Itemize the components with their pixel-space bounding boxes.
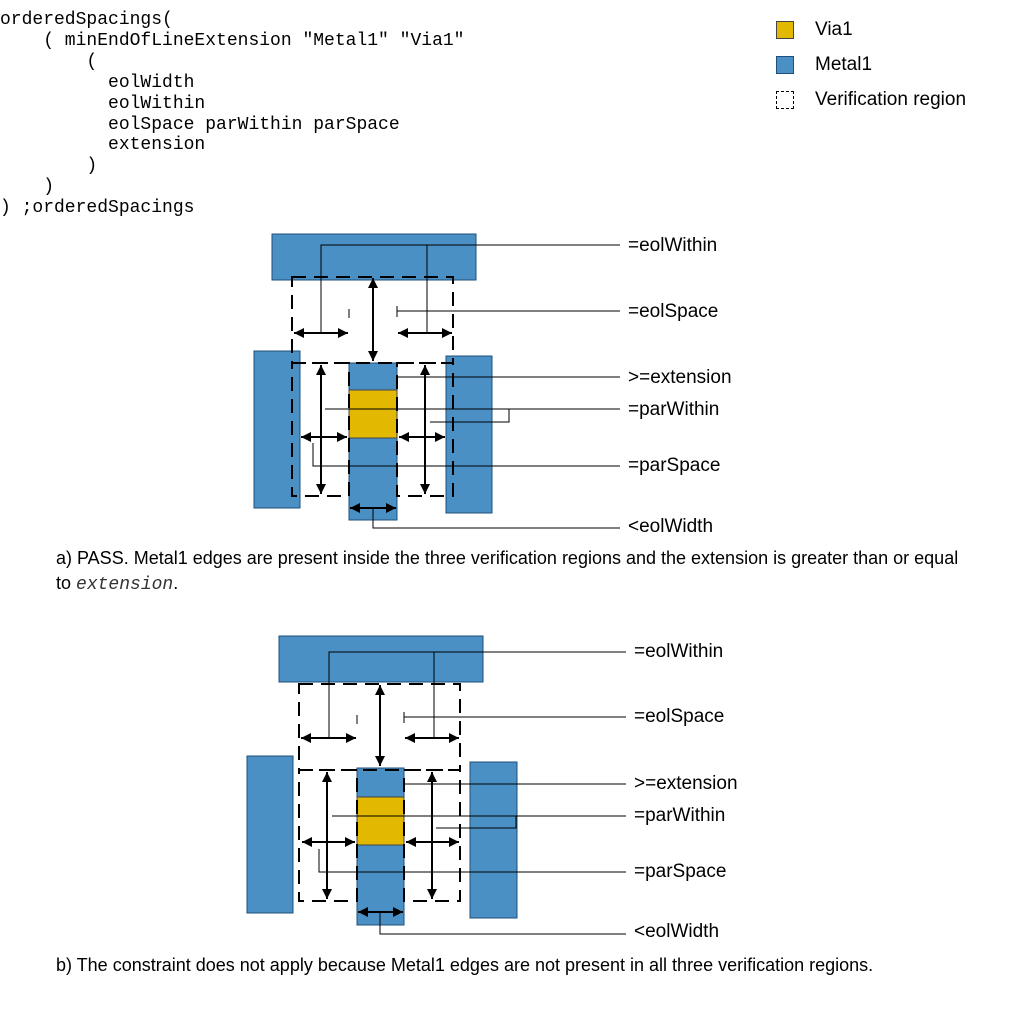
code-line: ) ;orderedSpacings [0,198,195,219]
caption-b-text: b) The constraint does not apply because… [56,955,874,975]
code-line: eolSpace parWithin parSpace [0,114,400,135]
code-line: extension [0,135,206,156]
legend-label: Via1 [815,18,853,40]
metal1-swatch [776,55,794,74]
eolwidth-leader [372,508,620,529]
parspace-label: =parSpace [634,861,726,882]
legend-item-verification-region: Verification region [776,82,966,117]
eolwithin-leader [328,651,626,738]
code-line: eolWidth [0,72,195,93]
metal-top-bar [271,233,477,281]
code-line: ) [0,177,55,198]
extension-label: >=extension [634,773,738,794]
parwithin-label: =parWithin [634,805,725,826]
code-block: orderedSpacings( ( minEndOfLineExtension… [0,10,464,219]
eolwithin-label: =eolWithin [634,641,723,662]
verification-region-swatch [776,90,794,109]
verification-region-right [396,362,454,497]
extension-label: >=extension [628,367,732,388]
via1-swatch [776,20,794,39]
metal-right-bar [469,761,518,919]
verification-region-left [291,362,350,497]
code-line: ) [0,156,98,177]
verification-region-left [298,769,358,902]
eolspace-label: =eolSpace [628,301,718,322]
caption-a-code: extension [76,575,174,595]
parwithin-label: =parWithin [628,399,719,420]
parwithin-right-bracket [430,409,510,423]
metal-left-bar [246,755,294,914]
parwithin-right-bracket [436,816,517,829]
parspace-leader [318,849,626,873]
metal-left-bar [253,350,301,509]
diagram-a: =eolWithin =eolSpace >=extension =parWit… [253,233,732,537]
legend: Via1 Metal1 Verification region [776,12,966,117]
eolwidth-leader [379,912,626,935]
via1-square [348,389,398,439]
parspace-label: =parSpace [628,455,720,476]
metal-center-wire [356,767,405,926]
legend-item-metal1: Metal1 [776,47,966,82]
eolspace-label: =eolSpace [634,706,724,727]
metal-center-wire [348,362,398,521]
verification-region-top [291,276,454,364]
eolwithin-label: =eolWithin [628,235,717,256]
caption-a-text: a) PASS. Metal1 edges are present inside… [56,548,959,593]
legend-label: Metal1 [815,53,873,75]
code-line: ( [0,51,98,72]
legend-item-via1: Via1 [776,12,966,47]
eolwidth-label: <eolWidth [634,921,719,942]
code-line: orderedSpacings( [0,10,173,30]
eolwithin-leader [320,244,620,333]
diagram-b: =eolWithin =eolSpace >=extension =parWit… [246,635,738,942]
caption-a-suffix: . [173,573,179,593]
parspace-leader [312,443,620,467]
eolwidth-label: <eolWidth [628,516,713,537]
code-line: ( minEndOfLineExtension "Metal1" "Via1" [0,30,465,51]
code-line: eolWithin [0,93,206,114]
legend-label: Verification region [815,88,967,110]
caption-a: a) PASS. Metal1 edges are present inside… [56,546,966,598]
verification-region-top [298,683,461,771]
metal-top-bar [278,635,484,683]
via1-square [356,796,405,846]
verification-region-right [403,769,461,902]
caption-b: b) The constraint does not apply because… [56,953,946,978]
